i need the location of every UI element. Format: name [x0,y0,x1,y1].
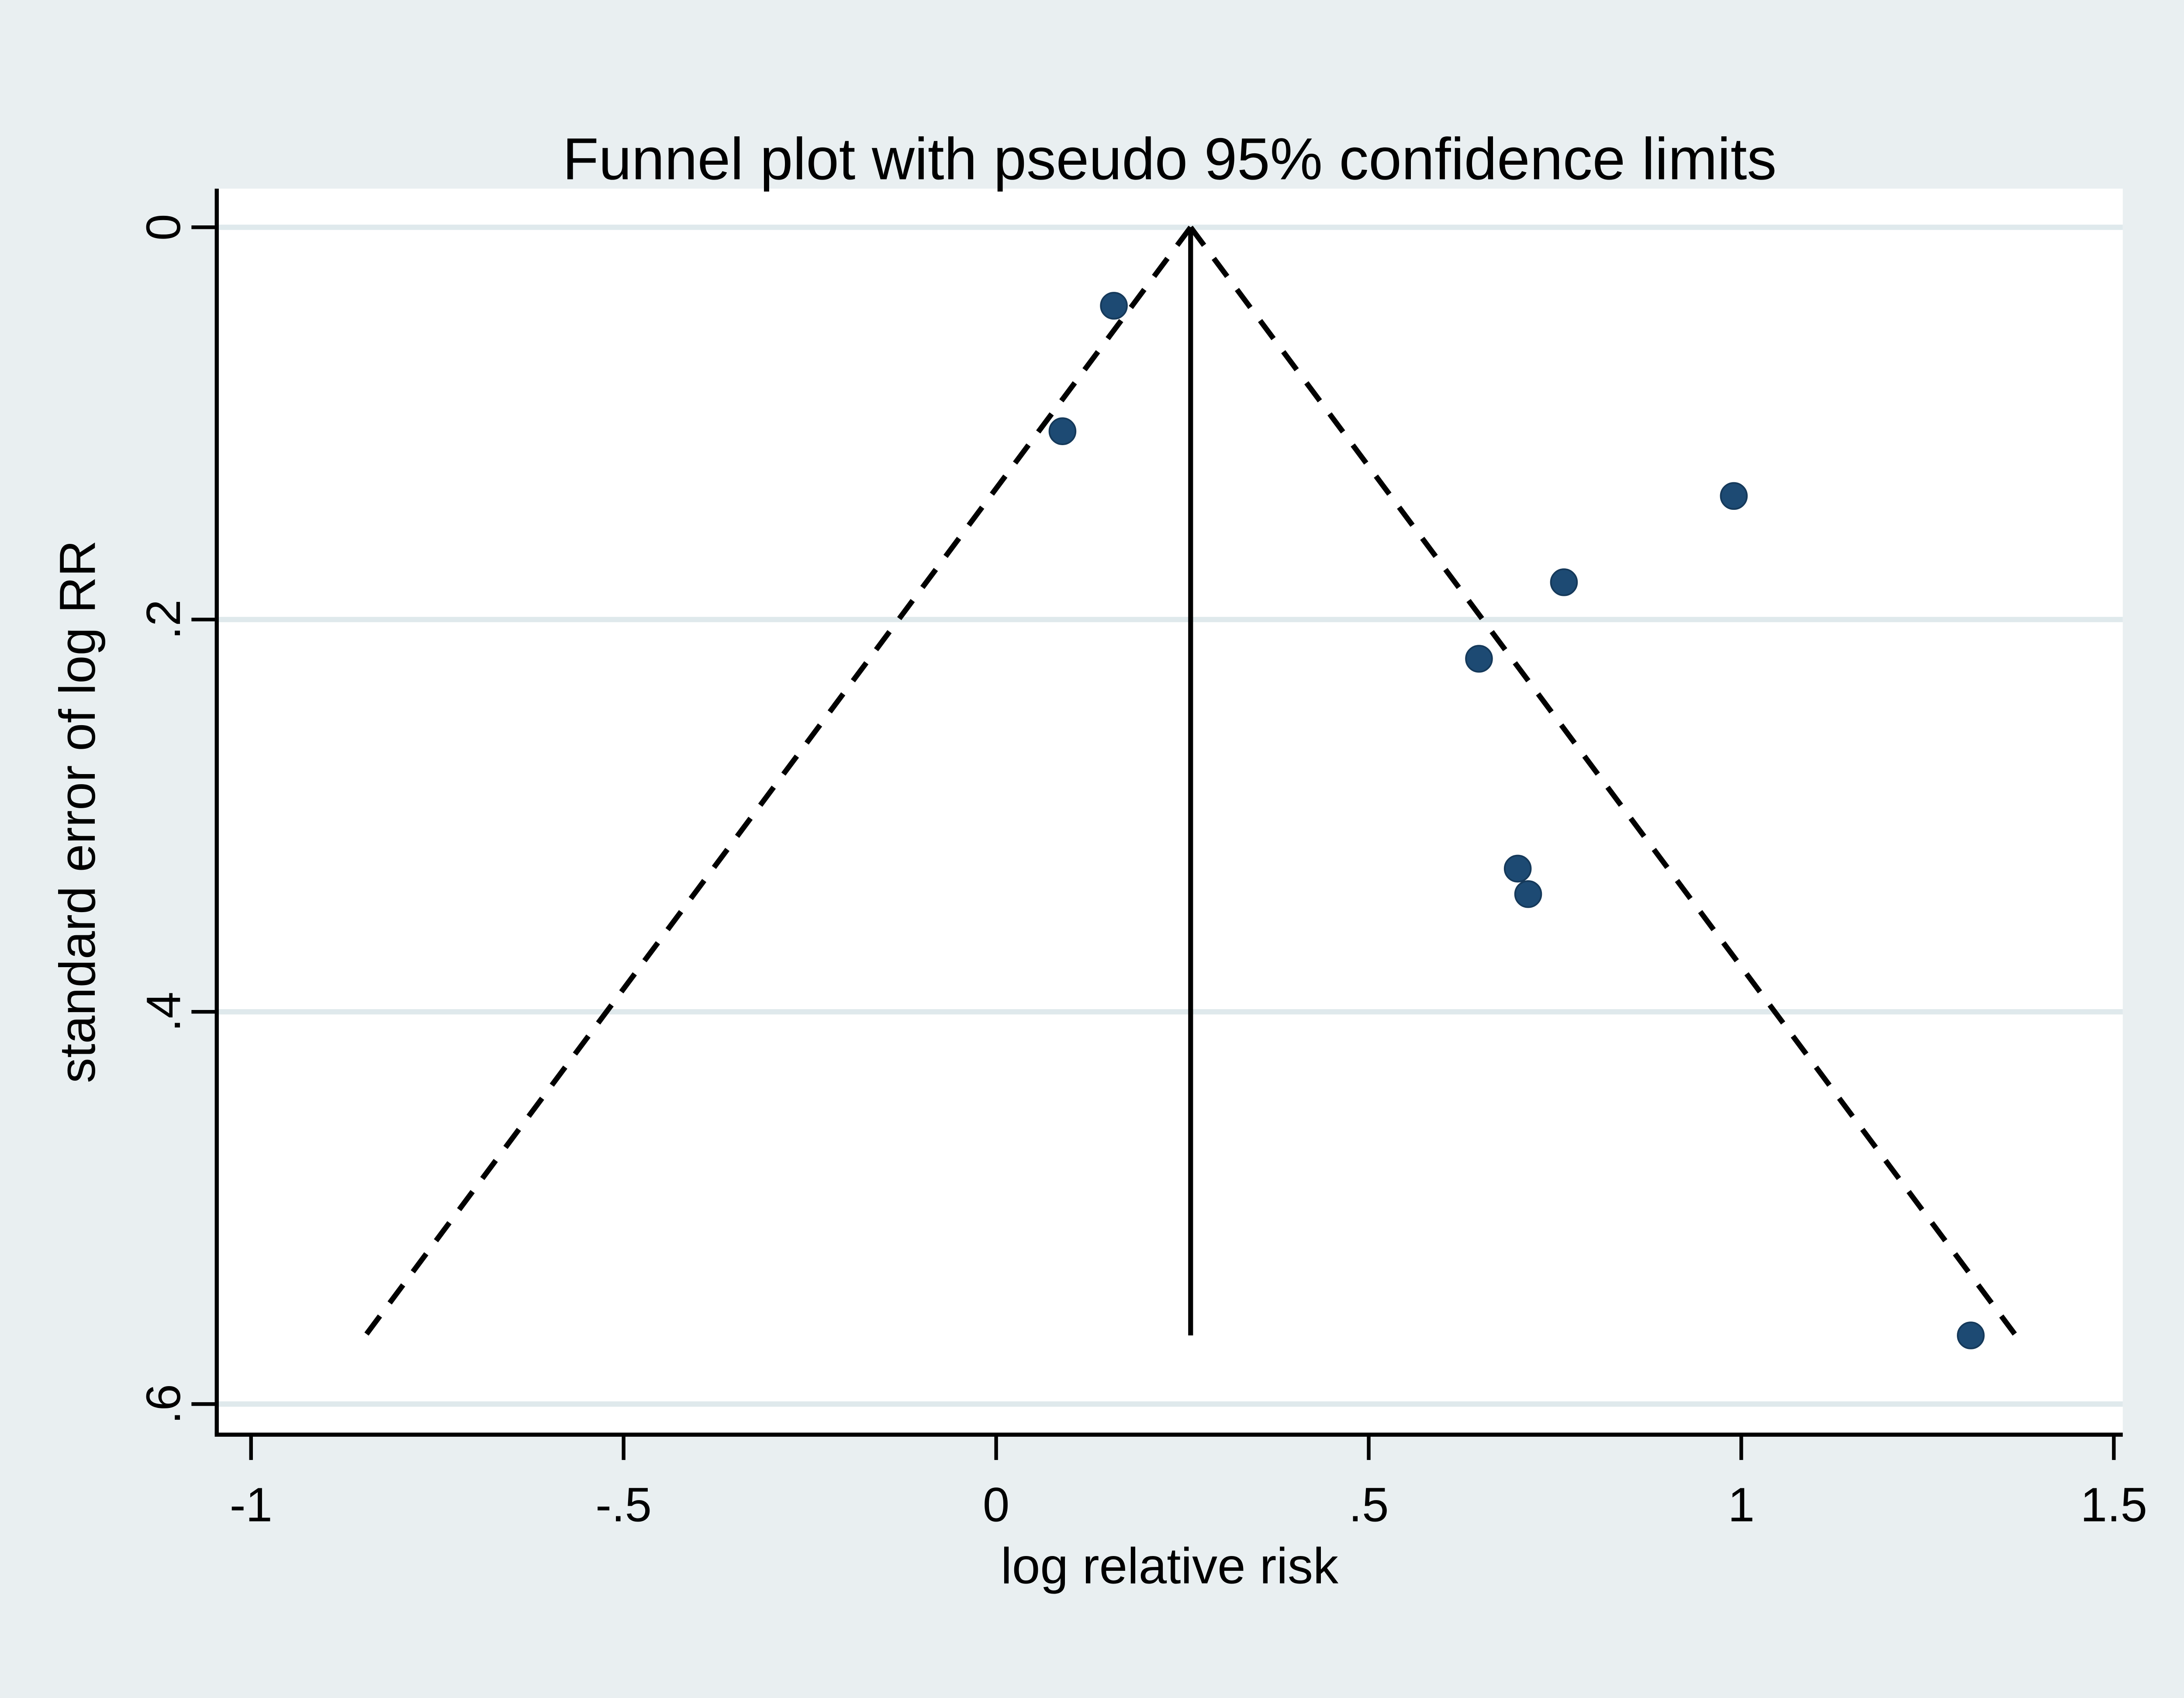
y-tick-label: .2 [137,599,190,640]
study-point-marker [1957,1321,1985,1349]
y-tick-label: .4 [137,992,190,1032]
chart-title: Funnel plot with pseudo 95% confidence l… [563,125,1776,192]
y-tick-label: 0 [137,214,190,241]
y-axis-title: standard error of log RR [49,540,106,1083]
pseudo-confidence-limit-lines [363,225,2018,1337]
study-point-marker [1720,482,1748,510]
tick-labels: -1 -.5 0 .5 1 1.5 0 .2 .4 .6 [137,214,2147,1532]
study-point-marker [1550,568,1578,596]
study-point-marker [1048,417,1077,445]
study-markers [1048,292,1985,1349]
x-tick-label: .5 [1349,1478,1389,1532]
study-point-marker [1514,880,1542,908]
study-point-marker [1100,292,1128,320]
x-tick-label: 1.5 [2080,1478,2147,1532]
x-tick-label: -1 [230,1478,273,1532]
x-tick-label: -.5 [595,1478,652,1532]
plot-area [217,188,2123,1435]
x-axis-title: log relative risk [1001,1537,1339,1594]
study-point-marker [1465,645,1493,673]
tick-marks [191,225,2116,1460]
study-point-marker [1503,854,1532,883]
y-tick-label: .6 [137,1384,190,1424]
axes [214,188,2123,1437]
x-tick-label: 1 [1728,1478,1755,1532]
gridlines [218,225,2123,1407]
x-tick-label: 0 [983,1478,1009,1532]
